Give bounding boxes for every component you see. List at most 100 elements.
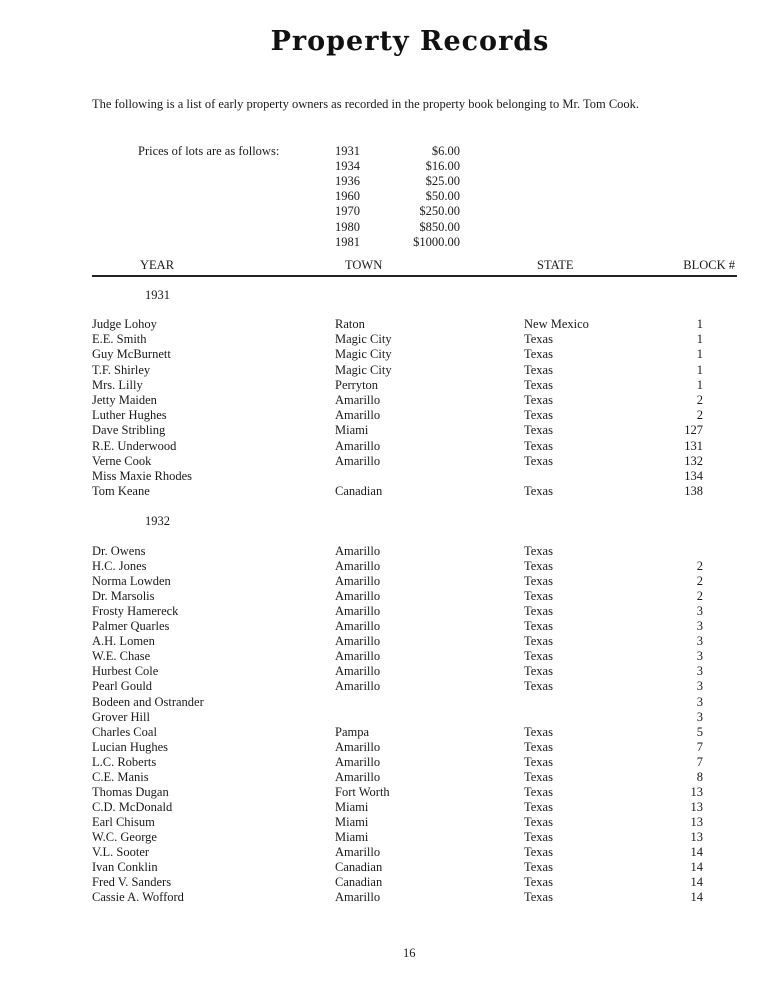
owner-block: 3: [696, 679, 703, 694]
price-year: 1981: [335, 234, 360, 249]
column-header-block: BLOCK #: [683, 258, 735, 272]
owner-town: Amarillo: [335, 574, 381, 589]
owner-town: Fort Worth: [335, 784, 390, 799]
owner-state: Texas: [524, 484, 553, 499]
owner-state: Texas: [524, 664, 553, 679]
owner-town: Miami: [335, 799, 369, 814]
owner-name: Miss Maxie Rhodes: [92, 469, 192, 483]
price-value: $6.00: [431, 144, 460, 158]
owner-state: New Mexico: [524, 317, 589, 331]
owner-town: Miami: [335, 829, 369, 844]
owner-block: 3: [696, 649, 703, 664]
owner-town: Amarillo: [335, 604, 381, 619]
owner-town: Amarillo: [335, 845, 381, 859]
owner-block: 7: [696, 754, 703, 769]
owner-town: Amarillo: [335, 679, 381, 694]
price-year: 1980: [335, 219, 360, 234]
owner-town: Amarillo: [335, 589, 381, 604]
owner-state: Texas: [524, 332, 553, 347]
owner-town: Magic City: [335, 362, 392, 377]
owner-block: 7: [696, 739, 703, 754]
owner-block: 2: [696, 408, 703, 423]
owner-town: Magic City: [335, 347, 392, 362]
owner-name: Dave Stribling: [92, 423, 166, 438]
owner-town: Amarillo: [335, 649, 381, 664]
owner-town: Amarillo: [335, 739, 381, 754]
owner-state: Texas: [524, 393, 553, 407]
owner-name: Judge Lohoy: [92, 317, 157, 331]
owner-town: Amarillo: [335, 664, 381, 679]
owner-name: Grover Hill: [92, 709, 150, 724]
owner-block: 2: [696, 589, 703, 604]
owner-name: Dr. Owens: [92, 544, 146, 558]
owner-state: Texas: [524, 589, 553, 604]
owner-town: Amarillo: [335, 754, 381, 769]
owner-state: Texas: [524, 634, 553, 649]
owner-town: Pampa: [335, 724, 370, 739]
owner-block: 132: [684, 453, 703, 468]
owner-name: Norma Lowden: [92, 574, 171, 589]
price-value: $16.00: [425, 159, 460, 174]
owner-block: 2: [696, 574, 703, 589]
owner-state: Texas: [524, 559, 553, 574]
owner-name: Verne Cook: [92, 453, 152, 468]
owner-state: Texas: [524, 799, 553, 814]
owner-state: Texas: [524, 604, 553, 619]
owner-name: H.C. Jones: [92, 559, 147, 574]
owner-town: Amarillo: [335, 769, 381, 784]
price-year: 1931: [335, 144, 360, 158]
owner-name: Guy McBurnett: [92, 347, 171, 362]
owner-name: Hurbest Cole: [92, 664, 159, 679]
owner-state: Texas: [524, 438, 553, 453]
owner-name: Charles Coal: [92, 724, 157, 739]
owner-block: 13: [690, 829, 704, 844]
owner-town: Amarillo: [335, 408, 381, 423]
owner-state: Texas: [524, 453, 553, 468]
owner-state: Texas: [524, 347, 553, 362]
intro-paragraph: The following is a list of early propert…: [92, 97, 640, 111]
owner-name: Pearl Gould: [92, 679, 153, 694]
owner-town: Amarillo: [335, 619, 381, 634]
owner-name: C.E. Manis: [92, 769, 149, 784]
prices-label: Prices of lots are as follows:: [138, 144, 280, 158]
owner-block: 134: [684, 469, 703, 483]
price-value: $50.00: [425, 189, 460, 204]
owner-town: Magic City: [335, 332, 392, 347]
owner-state: Texas: [524, 814, 553, 829]
owner-state: Texas: [524, 362, 553, 377]
price-value: $25.00: [425, 174, 460, 189]
owner-block: 14: [690, 890, 704, 905]
owner-town: Miami: [335, 814, 369, 829]
owner-block: 3: [696, 709, 703, 724]
owner-state: Texas: [524, 544, 553, 558]
price-year: 1936: [335, 174, 360, 189]
owner-block: 138: [684, 484, 703, 499]
owner-block: 14: [690, 845, 704, 859]
column-header-year: YEAR: [140, 258, 175, 272]
owner-state: Texas: [524, 754, 553, 769]
owner-block: 1: [696, 332, 703, 347]
owner-state: Texas: [524, 724, 553, 739]
owner-state: Texas: [524, 649, 553, 664]
owner-block: 13: [690, 799, 704, 814]
owner-name: Jetty Maiden: [92, 393, 157, 407]
page-number: 16: [403, 946, 416, 960]
owner-town: Canadian: [335, 484, 383, 499]
owner-name: T.F. Shirley: [92, 362, 151, 377]
price-year: 1970: [335, 204, 360, 219]
owner-state: Texas: [524, 423, 553, 438]
owner-town: Perryton: [335, 377, 379, 392]
owner-name: Ivan Conklin: [92, 860, 158, 875]
owner-state: Texas: [524, 408, 553, 423]
owner-town: Canadian: [335, 875, 383, 890]
owner-state: Texas: [524, 739, 553, 754]
owner-town: Amarillo: [335, 890, 381, 905]
owner-block: 3: [696, 694, 703, 709]
owner-name: Cassie A. Wofford: [92, 890, 184, 905]
owner-name: Thomas Dugan: [92, 784, 169, 799]
owner-town: Amarillo: [335, 634, 381, 649]
owner-name: Lucian Hughes: [92, 739, 169, 754]
owner-name: C.D. McDonald: [92, 799, 173, 814]
owner-town: Amarillo: [335, 559, 381, 574]
owner-state: Texas: [524, 619, 553, 634]
